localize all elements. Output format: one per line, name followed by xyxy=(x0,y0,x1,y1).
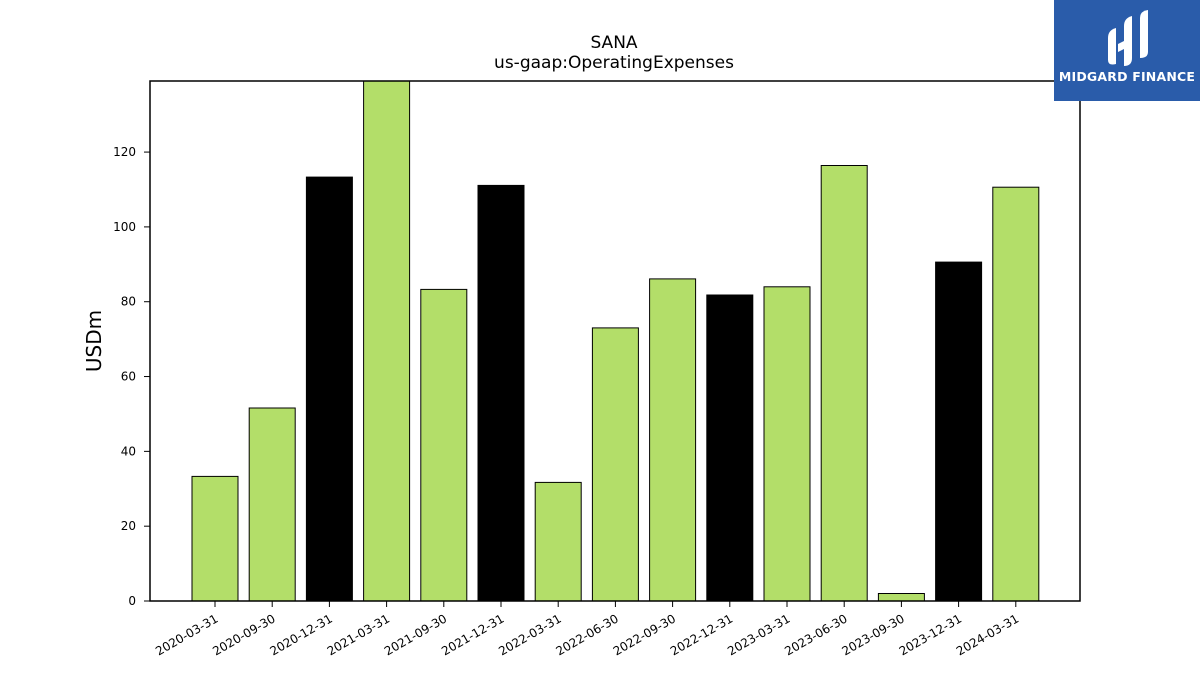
bar-2022-09-30 xyxy=(649,278,697,602)
bar-2022-06-30 xyxy=(591,327,639,602)
plot-frame xyxy=(149,80,1081,602)
y-tick-label: 40 xyxy=(121,444,136,458)
y-axis-label: USDm xyxy=(82,310,106,372)
y-tick-label: 80 xyxy=(121,295,136,309)
bar-2021-03-31 xyxy=(363,80,411,602)
x-tick-label: 2020-09-30 xyxy=(210,611,277,658)
bar-2023-12-31 xyxy=(935,261,983,602)
x-axis-ticks: 2020-03-312020-09-302020-12-312021-03-31… xyxy=(153,601,1021,658)
x-tick-label: 2022-12-31 xyxy=(668,611,735,658)
x-tick-label: 2022-06-30 xyxy=(553,611,620,658)
bar-2021-09-30 xyxy=(420,288,468,602)
y-tick-label: 0 xyxy=(128,594,136,608)
brand-logo: MIDGARD FINANCE xyxy=(1054,0,1200,101)
bar-2022-12-31 xyxy=(706,294,754,602)
y-tick-label: 60 xyxy=(121,370,136,384)
bar-2023-06-30 xyxy=(820,165,868,602)
x-tick-label: 2022-09-30 xyxy=(611,611,678,658)
x-tick-label: 2021-09-30 xyxy=(382,611,449,658)
bar-2024-03-31 xyxy=(992,186,1040,602)
bar-2020-03-31 xyxy=(191,475,239,602)
y-tick-label: 120 xyxy=(113,145,136,159)
x-tick-label: 2023-12-31 xyxy=(897,611,964,658)
x-tick-label: 2020-12-31 xyxy=(267,611,334,658)
x-tick-label: 2022-03-31 xyxy=(496,611,563,658)
x-tick-label: 2023-09-30 xyxy=(839,611,906,658)
bar-2022-03-31 xyxy=(534,481,582,602)
bar-2023-03-31 xyxy=(763,286,811,602)
bars-group xyxy=(191,80,1040,602)
logo-text: MIDGARD FINANCE xyxy=(1058,69,1196,84)
x-tick-label: 2023-06-30 xyxy=(782,611,849,658)
x-tick-label: 2024-03-31 xyxy=(954,611,1021,658)
bar-2021-12-31 xyxy=(477,184,525,602)
x-tick-label: 2021-12-31 xyxy=(439,611,506,658)
x-tick-label: 2023-03-31 xyxy=(725,611,792,658)
y-tick-label: 20 xyxy=(121,519,136,533)
bar-2020-12-31 xyxy=(305,176,353,602)
x-tick-label: 2020-03-31 xyxy=(153,611,220,658)
x-tick-label: 2021-03-31 xyxy=(325,611,392,658)
logo-mark-icon xyxy=(1108,10,1148,66)
bar-2023-09-30 xyxy=(877,593,925,602)
chart-title: SANA xyxy=(590,33,637,53)
bar-2020-09-30 xyxy=(248,407,296,602)
chart-subtitle: us-gaap:OperatingExpenses xyxy=(494,53,734,73)
y-tick-label: 100 xyxy=(113,220,136,234)
y-axis-ticks: 0 20 40 60 80 100 120 xyxy=(113,145,150,608)
